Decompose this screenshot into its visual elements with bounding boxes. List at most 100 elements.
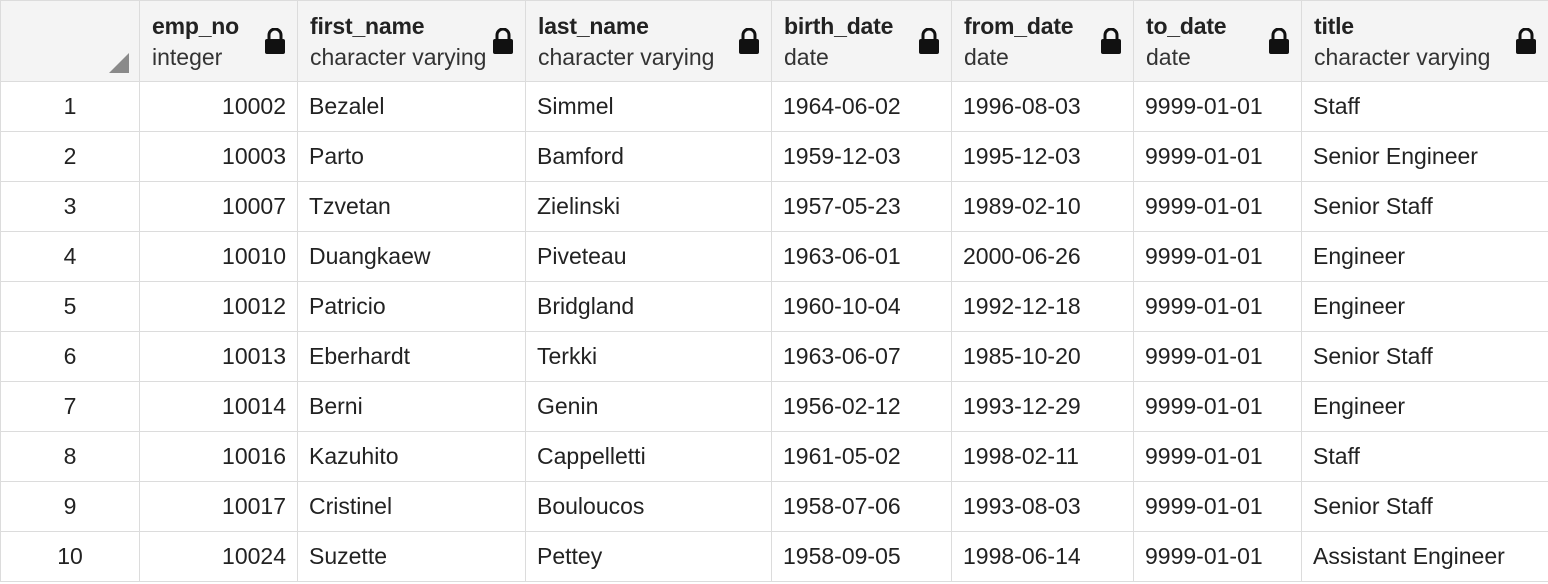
column-header-from-date[interactable]: from_date date xyxy=(951,0,1134,82)
lock-icon xyxy=(739,28,759,54)
cell-birth-date[interactable]: 1960-10-04 xyxy=(771,281,952,332)
cell-last-name[interactable]: Zielinski xyxy=(525,181,772,232)
table-row[interactable]: 1 10002 Bezalel Simmel 1964-06-02 1996-0… xyxy=(0,81,1548,132)
table-row[interactable]: 2 10003 Parto Bamford 1959-12-03 1995-12… xyxy=(0,131,1548,182)
cell-from-date[interactable]: 1998-02-11 xyxy=(951,431,1134,482)
cell-to-date[interactable]: 9999-01-01 xyxy=(1133,531,1302,582)
cell-title[interactable]: Senior Engineer xyxy=(1301,131,1548,182)
cell-first-name[interactable]: Tzvetan xyxy=(297,181,526,232)
row-number[interactable]: 5 xyxy=(0,281,140,332)
cell-to-date[interactable]: 9999-01-01 xyxy=(1133,181,1302,232)
cell-emp-no[interactable]: 10016 xyxy=(139,431,298,482)
cell-birth-date[interactable]: 1963-06-07 xyxy=(771,331,952,382)
cell-title[interactable]: Staff xyxy=(1301,431,1548,482)
row-number[interactable]: 3 xyxy=(0,181,140,232)
cell-emp-no[interactable]: 10002 xyxy=(139,81,298,132)
cell-emp-no[interactable]: 10014 xyxy=(139,381,298,432)
column-header-title[interactable]: title character varying xyxy=(1301,0,1548,82)
cell-title[interactable]: Assistant Engineer xyxy=(1301,531,1548,582)
cell-to-date[interactable]: 9999-01-01 xyxy=(1133,131,1302,182)
cell-birth-date[interactable]: 1956-02-12 xyxy=(771,381,952,432)
cell-from-date[interactable]: 1995-12-03 xyxy=(951,131,1134,182)
table-row[interactable]: 8 10016 Kazuhito Cappelletti 1961-05-02 … xyxy=(0,431,1548,482)
cell-first-name[interactable]: Cristinel xyxy=(297,481,526,532)
cell-from-date[interactable]: 1996-08-03 xyxy=(951,81,1134,132)
table-row[interactable]: 10 10024 Suzette Pettey 1958-09-05 1998-… xyxy=(0,531,1548,582)
cell-last-name[interactable]: Pettey xyxy=(525,531,772,582)
cell-to-date[interactable]: 9999-01-01 xyxy=(1133,381,1302,432)
cell-from-date[interactable]: 1989-02-10 xyxy=(951,181,1134,232)
cell-last-name[interactable]: Bouloucos xyxy=(525,481,772,532)
cell-title[interactable]: Engineer xyxy=(1301,281,1548,332)
cell-first-name[interactable]: Parto xyxy=(297,131,526,182)
cell-first-name[interactable]: Berni xyxy=(297,381,526,432)
cell-emp-no[interactable]: 10013 xyxy=(139,331,298,382)
cell-birth-date[interactable]: 1957-05-23 xyxy=(771,181,952,232)
cell-first-name[interactable]: Suzette xyxy=(297,531,526,582)
table-row[interactable]: 9 10017 Cristinel Bouloucos 1958-07-06 1… xyxy=(0,481,1548,532)
cell-title[interactable]: Senior Staff xyxy=(1301,481,1548,532)
cell-first-name[interactable]: Duangkaew xyxy=(297,231,526,282)
cell-first-name[interactable]: Eberhardt xyxy=(297,331,526,382)
cell-title[interactable]: Staff xyxy=(1301,81,1548,132)
column-header-first-name[interactable]: first_name character varying xyxy=(297,0,526,82)
row-number[interactable]: 1 xyxy=(0,81,140,132)
cell-from-date[interactable]: 2000-06-26 xyxy=(951,231,1134,282)
cell-from-date[interactable]: 1985-10-20 xyxy=(951,331,1134,382)
cell-first-name[interactable]: Bezalel xyxy=(297,81,526,132)
cell-last-name[interactable]: Simmel xyxy=(525,81,772,132)
cell-to-date[interactable]: 9999-01-01 xyxy=(1133,81,1302,132)
table-row[interactable]: 7 10014 Berni Genin 1956-02-12 1993-12-2… xyxy=(0,381,1548,432)
row-number[interactable]: 6 xyxy=(0,331,140,382)
cell-emp-no[interactable]: 10024 xyxy=(139,531,298,582)
table-row[interactable]: 4 10010 Duangkaew Piveteau 1963-06-01 20… xyxy=(0,231,1548,282)
row-number[interactable]: 7 xyxy=(0,381,140,432)
cell-birth-date[interactable]: 1964-06-02 xyxy=(771,81,952,132)
cell-to-date[interactable]: 9999-01-01 xyxy=(1133,331,1302,382)
cell-last-name[interactable]: Bamford xyxy=(525,131,772,182)
table-row[interactable]: 3 10007 Tzvetan Zielinski 1957-05-23 198… xyxy=(0,181,1548,232)
cell-from-date[interactable]: 1993-12-29 xyxy=(951,381,1134,432)
table-row[interactable]: 5 10012 Patricio Bridgland 1960-10-04 19… xyxy=(0,281,1548,332)
cell-last-name[interactable]: Bridgland xyxy=(525,281,772,332)
column-header-to-date[interactable]: to_date date xyxy=(1133,0,1302,82)
row-number[interactable]: 8 xyxy=(0,431,140,482)
cell-emp-no[interactable]: 10003 xyxy=(139,131,298,182)
cell-last-name[interactable]: Cappelletti xyxy=(525,431,772,482)
cell-last-name[interactable]: Genin xyxy=(525,381,772,432)
cell-title[interactable]: Engineer xyxy=(1301,231,1548,282)
cell-birth-date[interactable]: 1959-12-03 xyxy=(771,131,952,182)
cell-emp-no[interactable]: 10010 xyxy=(139,231,298,282)
row-number[interactable]: 2 xyxy=(0,131,140,182)
cell-from-date[interactable]: 1992-12-18 xyxy=(951,281,1134,332)
cell-to-date[interactable]: 9999-01-01 xyxy=(1133,231,1302,282)
cell-title[interactable]: Engineer xyxy=(1301,381,1548,432)
cell-last-name[interactable]: Terkki xyxy=(525,331,772,382)
cell-emp-no[interactable]: 10012 xyxy=(139,281,298,332)
cell-birth-date[interactable]: 1958-07-06 xyxy=(771,481,952,532)
column-header-emp-no[interactable]: emp_no integer xyxy=(139,0,298,82)
row-number[interactable]: 9 xyxy=(0,481,140,532)
cell-from-date[interactable]: 1998-06-14 xyxy=(951,531,1134,582)
cell-to-date[interactable]: 9999-01-01 xyxy=(1133,281,1302,332)
cell-from-date[interactable]: 1993-08-03 xyxy=(951,481,1134,532)
cell-title[interactable]: Senior Staff xyxy=(1301,181,1548,232)
row-number[interactable]: 4 xyxy=(0,231,140,282)
cell-birth-date[interactable]: 1961-05-02 xyxy=(771,431,952,482)
cell-emp-no[interactable]: 10017 xyxy=(139,481,298,532)
cell-to-date[interactable]: 9999-01-01 xyxy=(1133,481,1302,532)
cell-first-name[interactable]: Kazuhito xyxy=(297,431,526,482)
column-type: character varying xyxy=(310,44,487,70)
select-all-corner[interactable] xyxy=(0,0,140,82)
cell-birth-date[interactable]: 1958-09-05 xyxy=(771,531,952,582)
cell-last-name[interactable]: Piveteau xyxy=(525,231,772,282)
cell-to-date[interactable]: 9999-01-01 xyxy=(1133,431,1302,482)
column-header-last-name[interactable]: last_name character varying xyxy=(525,0,772,82)
cell-emp-no[interactable]: 10007 xyxy=(139,181,298,232)
row-number[interactable]: 10 xyxy=(0,531,140,582)
column-header-birth-date[interactable]: birth_date date xyxy=(771,0,952,82)
cell-first-name[interactable]: Patricio xyxy=(297,281,526,332)
cell-title[interactable]: Senior Staff xyxy=(1301,331,1548,382)
cell-birth-date[interactable]: 1963-06-01 xyxy=(771,231,952,282)
table-row[interactable]: 6 10013 Eberhardt Terkki 1963-06-07 1985… xyxy=(0,331,1548,382)
